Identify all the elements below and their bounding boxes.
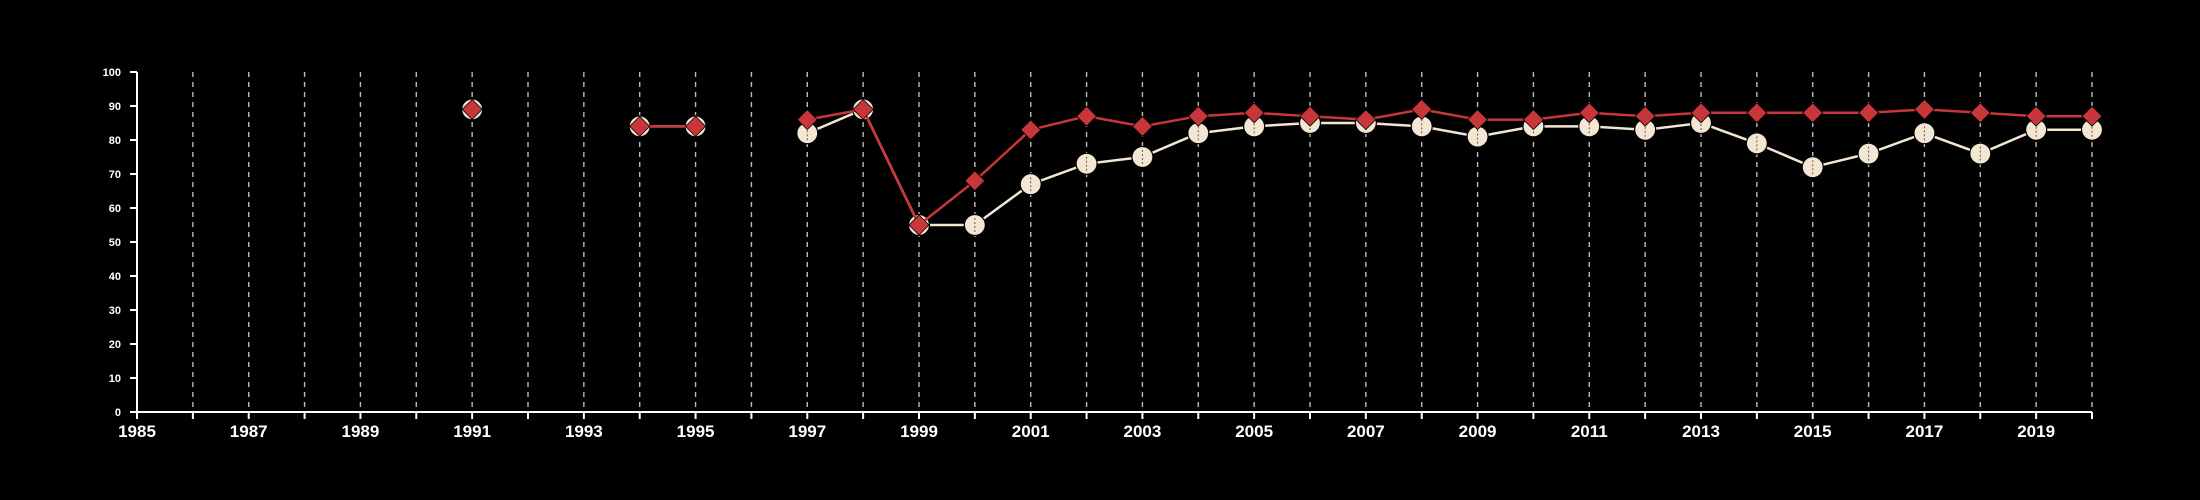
y-tick-label: 40 xyxy=(109,271,121,283)
x-tick-label: 2011 xyxy=(1571,422,1608,441)
data-point-circle xyxy=(1857,142,1880,165)
data-point-diamond xyxy=(1131,115,1153,137)
data-point-diamond xyxy=(908,214,930,236)
data-point-diamond xyxy=(1355,109,1377,131)
data-point-diamond xyxy=(1243,102,1265,124)
series-group xyxy=(461,98,2104,237)
data-point-diamond xyxy=(1187,105,1209,127)
x-tick-label: 1993 xyxy=(565,422,603,441)
data-point-diamond xyxy=(1467,109,1489,131)
data-point-diamond xyxy=(1076,105,1098,127)
data-point-diamond xyxy=(2081,105,2103,127)
y-tick-label: 80 xyxy=(109,135,121,147)
data-point-circle xyxy=(1745,132,1768,155)
y-tick-label: 70 xyxy=(109,169,121,181)
x-tick-label: 1989 xyxy=(342,422,380,441)
y-tick-label: 100 xyxy=(103,67,121,79)
data-point-diamond xyxy=(964,170,986,192)
x-tick-label: 2005 xyxy=(1235,422,1273,441)
y-tick-label: 20 xyxy=(109,339,121,351)
data-point-circle xyxy=(1019,173,1042,196)
x-tick-label: 1991 xyxy=(453,422,491,441)
x-tick-label: 1995 xyxy=(677,422,715,441)
data-point-diamond xyxy=(1802,102,1824,124)
y-tick-label: 90 xyxy=(109,101,121,113)
data-point-diamond xyxy=(2025,105,2047,127)
data-point-diamond xyxy=(461,98,483,120)
y-tick-label: 0 xyxy=(115,407,121,419)
y-tick-label: 60 xyxy=(109,203,121,215)
data-point-diamond xyxy=(1522,109,1544,131)
x-tick-label: 1987 xyxy=(230,422,268,441)
data-point-diamond xyxy=(1690,102,1712,124)
x-tick-label: 1999 xyxy=(900,422,938,441)
data-point-diamond xyxy=(1913,98,1935,120)
data-point-diamond xyxy=(1634,105,1656,127)
x-tick-label: 2015 xyxy=(1794,422,1832,441)
x-tick-label: 2019 xyxy=(2017,422,2055,441)
data-point-diamond xyxy=(1969,102,1991,124)
data-point-circle xyxy=(1913,122,1936,145)
y-tick-label: 10 xyxy=(109,373,121,385)
data-point-circle xyxy=(1801,156,1824,179)
y-tick-label: 50 xyxy=(109,237,121,249)
grid-lines xyxy=(192,72,2093,412)
data-point-diamond xyxy=(1020,119,1042,141)
series-diamond xyxy=(461,98,2103,236)
data-point-diamond xyxy=(796,109,818,131)
data-point-circle xyxy=(963,213,986,237)
data-point-diamond xyxy=(1411,98,1433,120)
data-point-diamond xyxy=(629,115,651,137)
data-point-diamond xyxy=(1578,102,1600,124)
data-point-diamond xyxy=(852,98,874,120)
data-point-circle xyxy=(1075,152,1098,175)
series-line xyxy=(806,107,2092,227)
data-point-diamond xyxy=(685,115,707,137)
x-tick-label: 2013 xyxy=(1682,422,1720,441)
data-point-diamond xyxy=(1858,102,1880,124)
x-tick-label: 1985 xyxy=(118,422,156,441)
x-tick-label: 2017 xyxy=(1906,422,1944,441)
x-tick-label: 2001 xyxy=(1012,422,1050,441)
data-point-diamond xyxy=(1746,102,1768,124)
data-point-circle xyxy=(1969,142,1992,165)
series-circle xyxy=(461,98,2104,237)
axes: 0 10 20 30 40 50 60 70 80 90 100 1985 1987 1989 1991 19… xyxy=(103,67,2093,441)
x-tick-label: 2007 xyxy=(1347,422,1385,441)
x-tick-label: 2009 xyxy=(1459,422,1497,441)
y-tick-label: 30 xyxy=(109,305,121,317)
x-tick-label: 2003 xyxy=(1124,422,1162,441)
x-tick-label: 1997 xyxy=(788,422,826,441)
data-point-circle xyxy=(1131,145,1154,169)
data-point-diamond xyxy=(1299,105,1321,127)
